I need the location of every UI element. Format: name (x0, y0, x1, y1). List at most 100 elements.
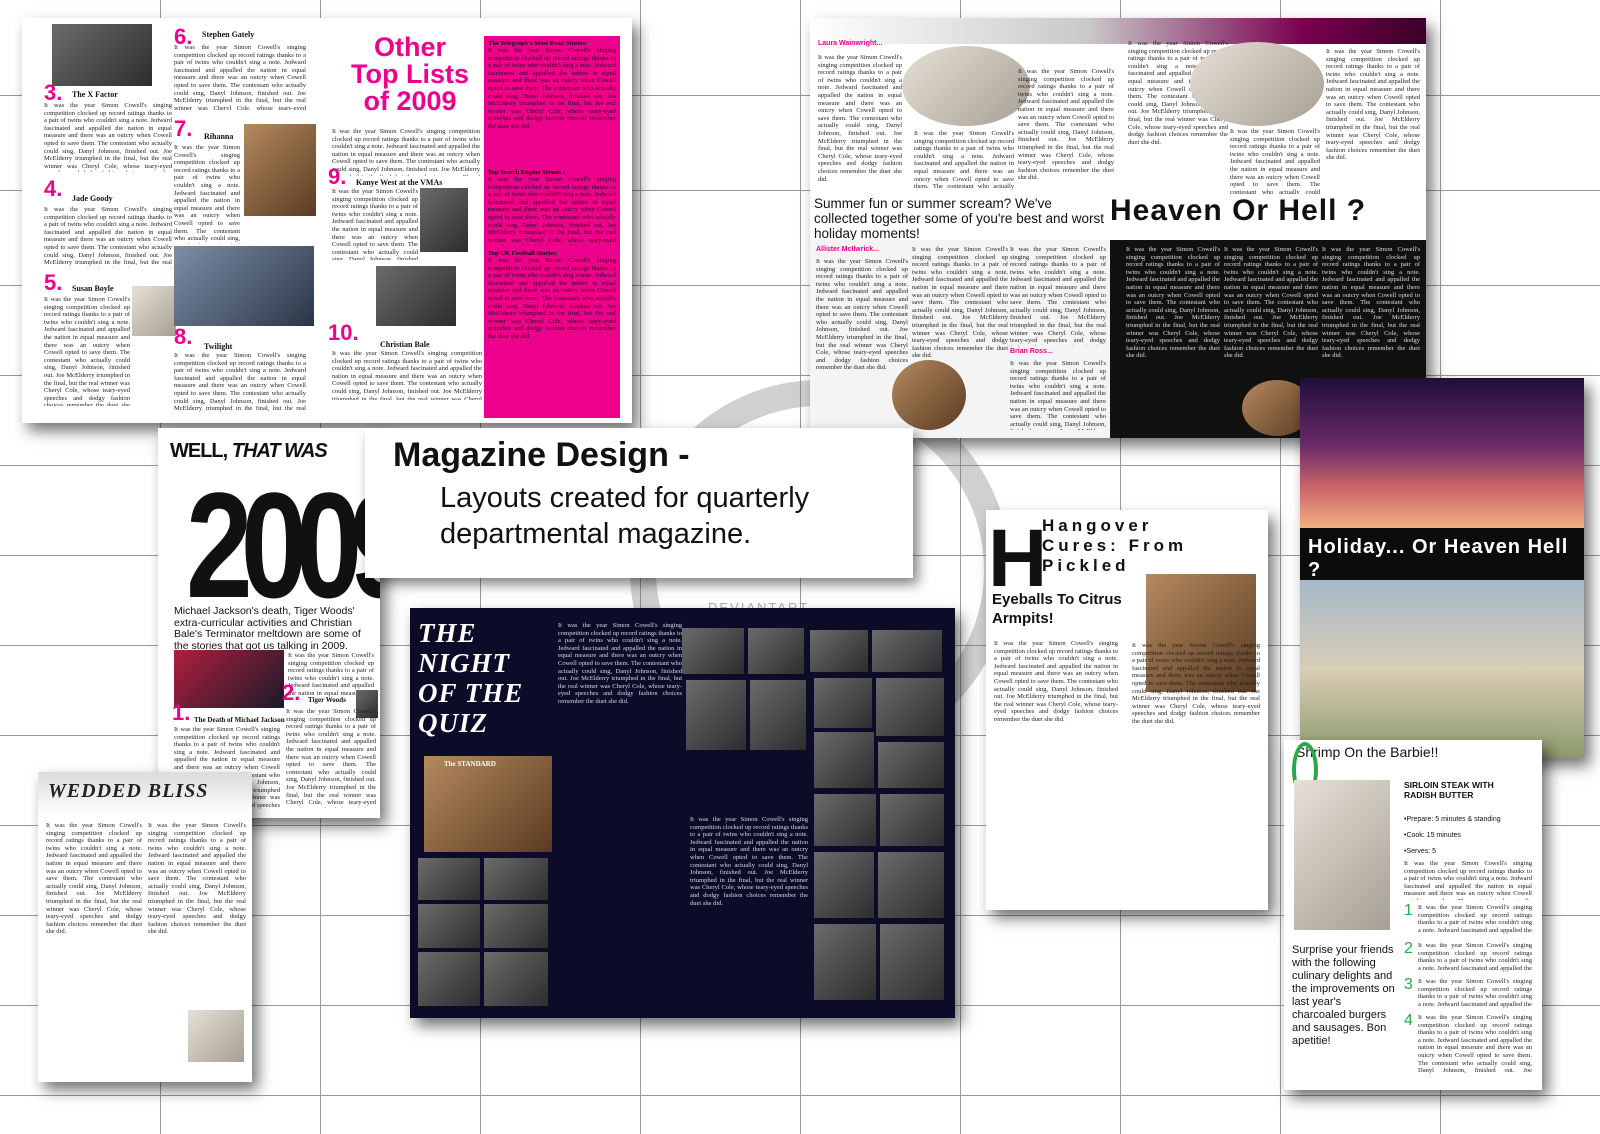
kicker-well: WELL, (170, 440, 228, 462)
photo-shrimp-dish (1294, 780, 1390, 930)
photo-x-factor (52, 24, 152, 86)
photo-quiz-night (876, 678, 944, 736)
photo-quiz-night (814, 678, 872, 728)
recipe-title-line: RADISH BUTTER (1404, 790, 1474, 800)
holiday-headline: Summer fun or summer scream? We've colle… (814, 196, 1104, 241)
recipe-title: SIRLOIN STEAK WITH RADISH BUTTER (1404, 780, 1494, 800)
list-number: 5. (44, 270, 63, 295)
photo-quiz-team (418, 858, 480, 900)
body-text: It was the year Simon Cowell's singing c… (174, 144, 240, 244)
body-text: It was the year Simon Cowell's singing c… (1326, 48, 1420, 162)
list-item-title: Susan Boyle (72, 284, 114, 293)
photo-quiz-night (814, 852, 874, 918)
body-text: It was the year Simon Cowell's singing c… (1128, 40, 1228, 146)
photo-quiz-night (686, 680, 746, 750)
body-text: It was the year Simon Cowell's singing c… (914, 130, 1014, 190)
list-item-title: Kanye West at the VMAs (356, 178, 443, 187)
body-text: It was the year Simon Cowell's singing c… (816, 258, 908, 372)
hangover-title-bottom: Eyeballs To Citrus Armpits! (992, 590, 1122, 628)
kicker-that-was: THAT WAS (231, 440, 328, 462)
body-text: It was the year Simon Cowell's singing c… (818, 54, 902, 183)
photo-tiger-woods (356, 690, 378, 718)
sidebar-heading: Top UK Football Stories: (488, 250, 558, 257)
body-text: It was the year Simon Cowell's singing c… (1018, 68, 1114, 182)
title-line: Hangover (1042, 516, 1153, 535)
photo-quiz-night (682, 628, 744, 674)
photo-quiz-night (810, 630, 868, 672)
list-number: 1. (172, 700, 191, 725)
step-number: 4 (1404, 1012, 1413, 1029)
step-number: 1 (1404, 902, 1413, 919)
step-text: It was the year Simon Cowell's singing c… (1418, 978, 1532, 1008)
title-line: Top Lists (351, 59, 469, 89)
sidebar-magenta: The Telegraph's Most Read Stories: It wa… (484, 36, 620, 418)
photo-quiz-team (418, 904, 480, 948)
spread-night-of-the-quiz: THE NIGHT OF THE QUIZ The STANDARD It wa… (410, 608, 955, 1018)
list-item-title: Tiger Woods (308, 696, 346, 704)
list-item-title: Rihanna (204, 132, 234, 141)
shrimp-title: Shrimp On the Barbie!! (1296, 744, 1439, 760)
photo-quiz-night (814, 924, 876, 1000)
photo-quiz-night (880, 794, 944, 846)
step-text: It was the year Simon Cowell's singing c… (1418, 942, 1532, 972)
spread-2009: WELL, THAT WAS 2009 Michael Jackson's de… (158, 428, 380, 818)
recipe-cook: •Cook: 15 minutes (1404, 832, 1461, 839)
body-text: It was the year Simon Cowell's singing c… (1010, 246, 1106, 346)
top-lists-title: Other Top Lists of 2009 (340, 34, 480, 115)
body-text: It was the year Simon Cowell's singing c… (174, 44, 306, 110)
recipe-title-line: SIRLOIN STEAK WITH (1404, 780, 1494, 790)
list-item-title: Christian Bale (380, 340, 430, 349)
body-text: It was the year Simon Cowell's singing c… (332, 188, 418, 260)
spread-hangover-cures: H Hangover Cures: From Pickled Eyeballs … (986, 510, 1268, 910)
photo-man-with-bottle (1146, 574, 1256, 692)
body-text: It was the year Simon Cowell's singing c… (1010, 360, 1106, 430)
list-number: 7. (174, 116, 193, 141)
holiday-title-right: Holiday... Or Heaven Hell ? (1308, 536, 1569, 581)
grid-line (1280, 0, 1281, 1134)
recipe-serves: •Serves: 5 (1404, 848, 1437, 855)
photo-kanye-west (420, 188, 468, 252)
body-text: It was the year Simon Cowell's singing c… (286, 708, 376, 808)
list-number: 2. (282, 680, 301, 705)
photo-christian-bale (376, 266, 456, 326)
photo-pub-exterior (424, 756, 552, 852)
photo-quiz-night (880, 924, 944, 1000)
wedding-title: WEDDED BLISS (48, 780, 209, 802)
list-number: 3. (44, 80, 63, 105)
list-number: 8. (174, 324, 193, 349)
byline: Brian Ross... (1010, 348, 1053, 355)
photo-quiz-night (750, 680, 806, 750)
body-text: It was the year Simon Cowell's singing c… (288, 652, 374, 698)
body-text: It was the year Simon Cowell's singing c… (994, 640, 1118, 723)
title-line: Pickled (1042, 556, 1130, 575)
photo-susan-boyle (132, 286, 176, 336)
body-text: It was the year Simon Cowell's singing c… (174, 352, 306, 412)
spread-top-lists: 3. The X Factor It was the year Simon Co… (22, 18, 632, 423)
body-text: It was the year Simon Cowell's singing c… (1126, 246, 1220, 360)
sidebar-heading: The Telegraph's Most Read Stories: (488, 40, 588, 47)
pub-sign: The STANDARD (444, 760, 496, 768)
photo-quiz-team (484, 904, 548, 948)
subtitle-line: departmental magazine. (440, 518, 752, 550)
list-item-title: Stephen Gately (202, 30, 255, 39)
big-year: 2009 (186, 462, 380, 630)
body-text: It was the year Simon Cowell's singing c… (1230, 128, 1320, 194)
portfolio-title: Magazine Design - (393, 436, 690, 474)
header-gradient (810, 18, 1426, 44)
photo-quiz-team (418, 952, 480, 1006)
byline: Allister McIlwrick... (816, 246, 880, 253)
photo-wedding-group (902, 46, 1030, 126)
intro-text: Michael Jackson's death, Tiger Woods' ex… (174, 605, 361, 652)
body-text: It was the year Simon Cowell's singing c… (1322, 246, 1420, 360)
title-line: Armpits! (992, 610, 1054, 627)
spread-shrimp-on-the-barbie: Shrimp On the Barbie!! Surprise your fri… (1284, 740, 1542, 1090)
body-text: It was the year Simon Cowell's singing c… (44, 102, 172, 172)
ingredients-text: It was the year Simon Cowell's singing c… (1404, 860, 1532, 900)
header-band (38, 772, 252, 816)
body-text: It was the year Simon Cowell's singing c… (690, 816, 808, 907)
list-item-title: Twilight (204, 342, 233, 351)
body-text: It was the year Simon Cowell's singing c… (1224, 246, 1318, 360)
body-text: It was the year Simon Cowell's singing c… (44, 206, 172, 268)
list-number: 10. (328, 320, 359, 345)
drop-cap-h: H (988, 513, 1048, 604)
